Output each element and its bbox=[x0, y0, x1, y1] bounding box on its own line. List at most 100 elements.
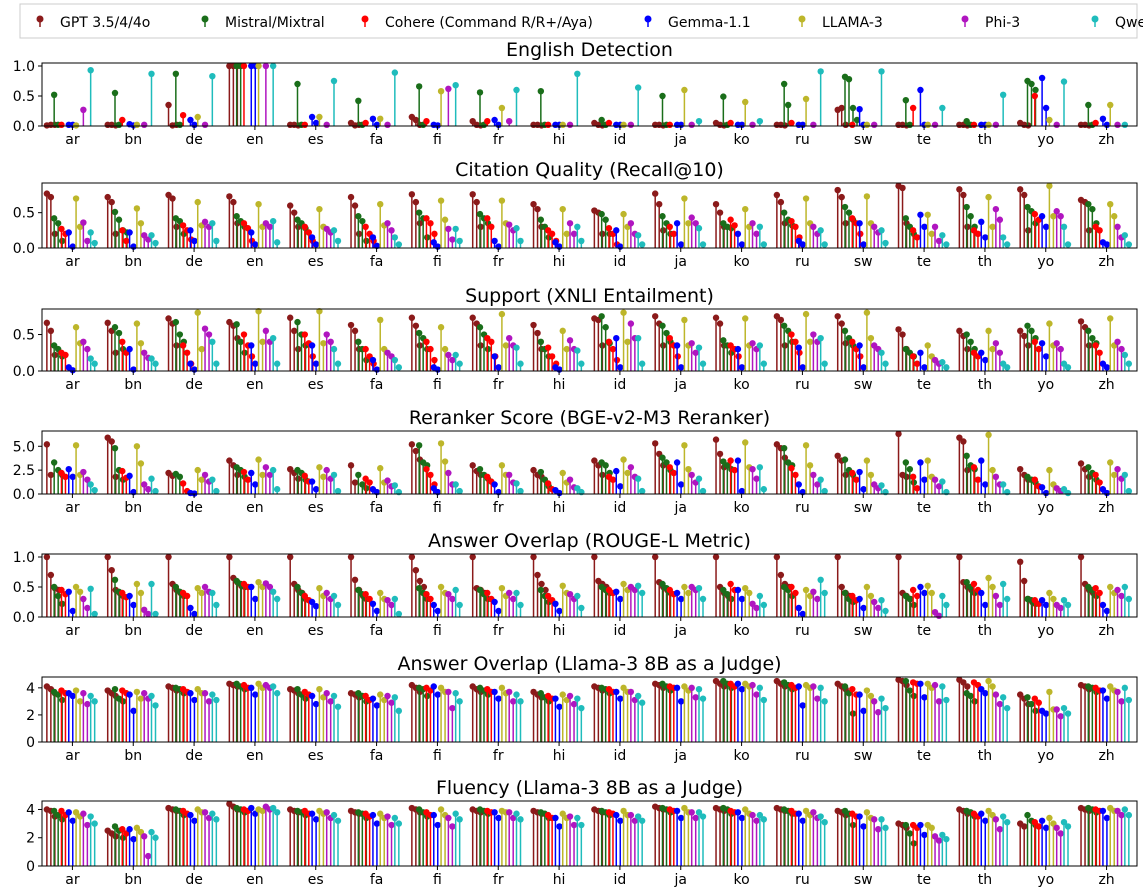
data-point bbox=[802, 807, 810, 815]
data-point bbox=[449, 823, 456, 830]
data-point bbox=[566, 476, 574, 483]
data-point bbox=[856, 468, 863, 476]
data-point bbox=[266, 471, 274, 479]
data-point bbox=[1038, 817, 1046, 824]
data-point bbox=[437, 684, 445, 692]
data-point bbox=[924, 680, 931, 687]
data-point bbox=[746, 589, 753, 597]
data-point bbox=[591, 553, 598, 561]
data-point bbox=[1020, 191, 1028, 199]
data-point bbox=[982, 601, 989, 609]
data-point bbox=[50, 215, 58, 222]
data-point bbox=[1125, 696, 1133, 704]
data-point bbox=[388, 821, 395, 829]
data-point bbox=[834, 553, 841, 561]
data-point bbox=[47, 471, 55, 479]
data-point bbox=[377, 691, 384, 698]
x-tick-label: hi bbox=[553, 254, 566, 270]
data-point bbox=[1096, 479, 1103, 486]
data-point bbox=[237, 338, 244, 346]
data-point bbox=[999, 813, 1007, 820]
x-tick-label: zh bbox=[1098, 132, 1114, 148]
data-point bbox=[913, 234, 921, 241]
data-point bbox=[556, 703, 563, 710]
data-point bbox=[194, 198, 201, 206]
data-point bbox=[1046, 589, 1053, 597]
data-point bbox=[233, 213, 240, 220]
data-point bbox=[935, 612, 943, 619]
data-point bbox=[895, 326, 902, 333]
data-point bbox=[133, 121, 141, 128]
data-point bbox=[427, 345, 434, 353]
data-point bbox=[498, 462, 506, 469]
data-point bbox=[720, 337, 727, 344]
x-tick-label: fa bbox=[370, 377, 384, 393]
data-point bbox=[544, 344, 552, 351]
y-tick-label: 0 bbox=[26, 735, 35, 751]
data-point bbox=[119, 116, 126, 124]
data-point bbox=[673, 684, 681, 692]
x-tick-label: sw bbox=[854, 254, 873, 270]
data-point bbox=[355, 338, 362, 346]
x-tick-label: te bbox=[917, 132, 931, 148]
data-point bbox=[255, 456, 262, 463]
data-point bbox=[913, 360, 921, 367]
data-point bbox=[806, 462, 814, 469]
data-point bbox=[1024, 203, 1031, 211]
data-point bbox=[445, 469, 452, 477]
data-point bbox=[537, 586, 545, 594]
data-point bbox=[430, 239, 437, 246]
data-point bbox=[476, 586, 484, 594]
data-point bbox=[773, 191, 781, 199]
data-point bbox=[802, 586, 810, 594]
data-point bbox=[537, 468, 545, 476]
data-point bbox=[845, 209, 853, 216]
data-point bbox=[902, 215, 910, 222]
data-point bbox=[194, 685, 201, 693]
x-tick-label: en bbox=[246, 132, 264, 148]
data-point bbox=[456, 360, 463, 367]
data-point bbox=[252, 691, 259, 698]
data-point bbox=[875, 826, 882, 833]
x-tick-label: zh bbox=[1098, 872, 1114, 888]
data-point bbox=[377, 589, 384, 597]
data-point bbox=[659, 92, 666, 100]
data-point bbox=[484, 589, 491, 597]
data-point bbox=[50, 807, 58, 815]
data-point bbox=[773, 441, 781, 448]
x-tick-label: hi bbox=[553, 748, 566, 764]
x-tick-label: fa bbox=[370, 254, 384, 270]
data-point bbox=[677, 241, 685, 248]
data-point bbox=[273, 239, 281, 246]
data-point bbox=[978, 685, 985, 693]
data-point bbox=[795, 810, 802, 817]
data-point bbox=[47, 193, 55, 201]
data-point bbox=[165, 553, 172, 561]
data-point bbox=[148, 580, 155, 588]
data-point bbox=[377, 316, 384, 324]
data-point bbox=[152, 487, 159, 495]
data-point bbox=[141, 121, 148, 128]
data-point bbox=[878, 597, 885, 604]
data-point bbox=[863, 457, 871, 464]
data-point bbox=[960, 191, 967, 199]
data-point bbox=[84, 476, 91, 483]
x-tick-label: ar bbox=[65, 623, 80, 639]
data-point bbox=[652, 313, 659, 320]
data-point bbox=[84, 821, 91, 829]
data-point bbox=[963, 579, 970, 586]
data-point bbox=[817, 227, 824, 234]
data-point bbox=[814, 481, 821, 488]
data-point bbox=[484, 118, 491, 125]
data-point bbox=[860, 823, 867, 830]
data-point bbox=[974, 476, 982, 483]
data-point bbox=[943, 835, 950, 843]
data-point bbox=[563, 230, 570, 238]
x-tick-label: en bbox=[246, 748, 264, 764]
data-point bbox=[534, 571, 541, 579]
data-point bbox=[423, 215, 430, 222]
data-point bbox=[141, 232, 148, 239]
data-point bbox=[437, 197, 445, 204]
data-point bbox=[213, 816, 220, 823]
data-point bbox=[602, 462, 609, 469]
